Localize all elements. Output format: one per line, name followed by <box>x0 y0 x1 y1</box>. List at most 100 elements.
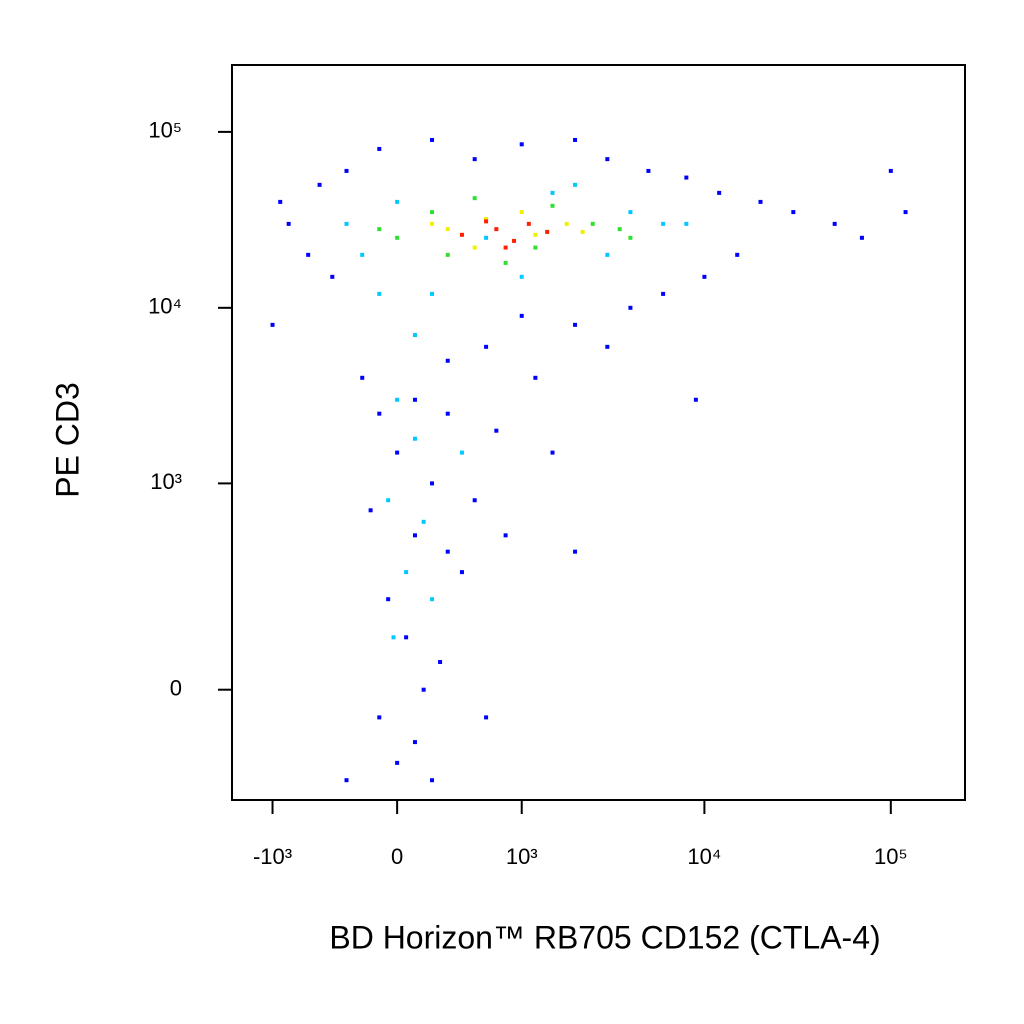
data-point <box>459 232 464 237</box>
data-point <box>550 190 555 195</box>
data-point <box>903 210 908 215</box>
data-point <box>472 245 477 250</box>
data-point <box>758 199 763 204</box>
data-point <box>430 210 435 215</box>
data-point <box>484 235 489 240</box>
data-point <box>573 549 578 554</box>
data-point <box>617 227 622 232</box>
data-point <box>404 635 409 640</box>
x-tick-label: 0 <box>391 844 403 869</box>
data-point <box>832 221 837 226</box>
data-point <box>395 199 400 204</box>
data-point <box>317 182 322 187</box>
data-point <box>533 232 538 237</box>
data-point <box>791 210 796 215</box>
data-point <box>702 274 707 279</box>
data-point <box>360 252 365 257</box>
data-point <box>533 375 538 380</box>
data-point <box>628 210 633 215</box>
data-point <box>412 333 417 338</box>
y-tick-label: 10⁴ <box>148 294 182 319</box>
data-point <box>286 221 291 226</box>
data-point <box>412 740 417 745</box>
data-point <box>519 274 524 279</box>
data-point <box>368 508 373 513</box>
data-point <box>519 142 524 147</box>
data-point <box>430 481 435 486</box>
x-tick-label: 10³ <box>506 844 538 869</box>
x-axis-label: BD Horizon™ RB705 CD152 (CTLA-4) <box>329 919 880 955</box>
data-point <box>270 322 275 327</box>
x-tick-label: 10⁴ <box>687 844 721 869</box>
data-point <box>377 146 382 151</box>
data-point <box>484 219 489 224</box>
data-point <box>445 358 450 363</box>
data-point <box>377 291 382 296</box>
data-point <box>377 227 382 232</box>
data-point <box>512 238 517 243</box>
data-point <box>573 137 578 142</box>
data-point <box>661 221 666 226</box>
data-point <box>519 313 524 318</box>
data-point <box>503 260 508 265</box>
x-tick-label: 10⁵ <box>874 844 908 869</box>
data-point <box>391 635 396 640</box>
data-point <box>545 229 550 234</box>
data-point <box>395 760 400 765</box>
data-point <box>386 498 391 503</box>
data-point <box>661 291 666 296</box>
data-point <box>550 450 555 455</box>
y-tick-label: 10⁵ <box>148 118 182 143</box>
plot-frame <box>231 64 966 801</box>
data-point <box>472 498 477 503</box>
data-point <box>344 778 349 783</box>
data-point <box>717 190 722 195</box>
data-point <box>330 274 335 279</box>
data-point <box>684 175 689 180</box>
data-point <box>430 291 435 296</box>
data-point <box>484 216 489 221</box>
data-point <box>430 778 435 783</box>
data-point <box>888 168 893 173</box>
data-point <box>430 221 435 226</box>
data-point <box>377 411 382 416</box>
data-point <box>605 252 610 257</box>
data-point <box>421 687 426 692</box>
data-point <box>590 221 595 226</box>
data-point <box>472 196 477 201</box>
data-point <box>735 252 740 257</box>
data-point <box>693 397 698 402</box>
data-point <box>580 229 585 234</box>
data-point <box>412 397 417 402</box>
data-point <box>628 305 633 310</box>
data-point <box>278 199 283 204</box>
data-point <box>526 221 531 226</box>
data-point <box>445 549 450 554</box>
data-point <box>445 227 450 232</box>
data-point <box>360 375 365 380</box>
data-point <box>519 210 524 215</box>
data-point <box>412 533 417 538</box>
data-point <box>573 182 578 187</box>
data-point <box>438 660 443 665</box>
y-axis-label: PE CD3 <box>49 382 85 498</box>
data-point <box>386 597 391 602</box>
data-point <box>605 344 610 349</box>
data-point <box>445 252 450 257</box>
data-point <box>646 168 651 173</box>
data-point <box>412 436 417 441</box>
data-point <box>404 570 409 575</box>
data-point <box>564 221 569 226</box>
y-tick-label: 0 <box>170 676 182 701</box>
data-point <box>494 227 499 232</box>
data-point <box>550 203 555 208</box>
data-point <box>344 221 349 226</box>
data-point <box>503 245 508 250</box>
y-tick-label: 10³ <box>150 469 182 494</box>
data-point <box>472 157 477 162</box>
data-point <box>430 137 435 142</box>
data-point <box>859 235 864 240</box>
data-point <box>421 519 426 524</box>
data-point <box>484 344 489 349</box>
